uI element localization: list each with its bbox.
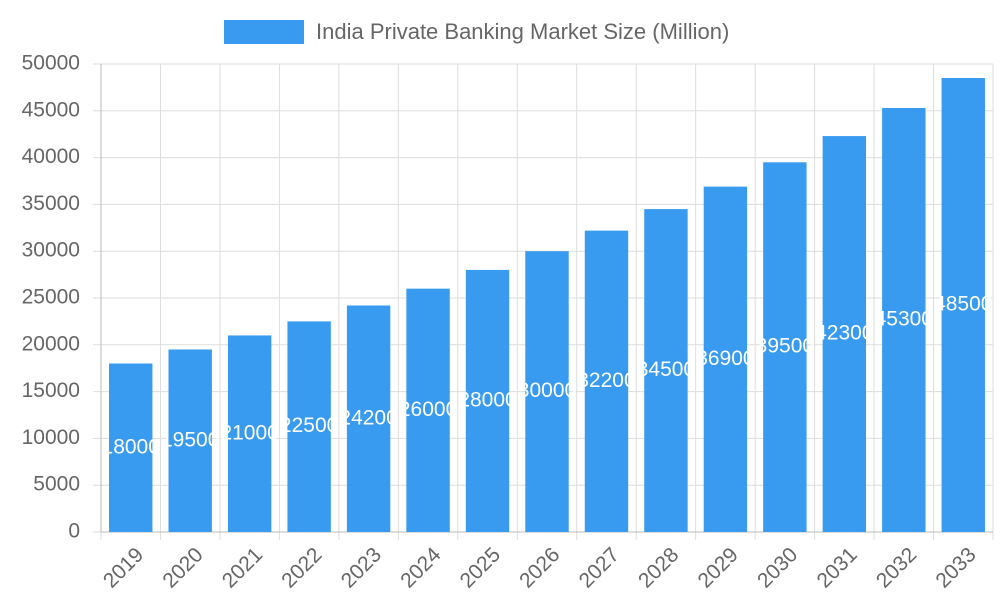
y-tick-label: 0 — [68, 520, 80, 543]
value-label: 39500 — [756, 335, 814, 358]
y-tick-label: 20000 — [22, 332, 80, 355]
y-tick-label: 10000 — [22, 426, 80, 449]
x-tick-label: 2026 — [515, 543, 564, 592]
x-tick-label: 2027 — [575, 543, 624, 592]
x-tick-label: 2020 — [158, 543, 207, 592]
y-tick-label: 40000 — [22, 145, 80, 168]
bar — [406, 288, 450, 532]
bar — [287, 321, 331, 532]
value-label: 42300 — [815, 322, 873, 345]
value-label: 45300 — [875, 308, 933, 331]
value-label: 26000 — [399, 398, 457, 421]
value-label: 21000 — [220, 421, 278, 444]
x-tick-label: 2019 — [99, 543, 148, 592]
value-label: 30000 — [518, 379, 576, 402]
bar — [525, 251, 569, 532]
bar — [109, 363, 153, 532]
y-tick-label: 5000 — [33, 473, 80, 496]
x-tick-label: 2032 — [872, 543, 921, 592]
value-label: 48500 — [934, 293, 992, 316]
value-label: 18000 — [102, 435, 160, 458]
y-tick-label: 35000 — [22, 192, 80, 215]
x-tick-label: 2023 — [337, 543, 386, 592]
bar — [584, 230, 629, 532]
bar — [941, 78, 985, 532]
value-label: 34500 — [637, 358, 695, 381]
value-label: 36900 — [696, 347, 754, 370]
value-label: 24200 — [339, 406, 397, 429]
value-label: 22500 — [280, 414, 338, 437]
bar — [168, 349, 212, 532]
bar — [346, 305, 391, 532]
x-tick-label: 2029 — [694, 543, 743, 592]
bar — [227, 335, 272, 532]
x-tick-label: 2031 — [812, 543, 861, 592]
y-tick-label: 30000 — [22, 239, 80, 262]
legend-label: India Private Banking Market Size (Milli… — [316, 19, 729, 44]
bar — [763, 162, 807, 532]
y-tick-label: 50000 — [22, 52, 80, 75]
bar — [703, 186, 748, 532]
value-label: 19500 — [161, 428, 219, 451]
y-tick-label: 45000 — [22, 98, 80, 121]
y-tick-label: 15000 — [22, 379, 80, 402]
bar — [465, 269, 510, 532]
value-label: 28000 — [458, 389, 516, 412]
x-tick-label: 2021 — [218, 543, 267, 592]
x-tick-label: 2028 — [634, 543, 683, 592]
x-tick-label: 2024 — [396, 543, 446, 593]
x-tick-label: 2022 — [277, 543, 326, 592]
y-tick-label: 25000 — [22, 286, 80, 309]
x-tick-label: 2033 — [931, 543, 980, 592]
bar — [882, 107, 926, 532]
x-tick-label: 2025 — [456, 543, 505, 592]
x-tick-label: 2030 — [753, 543, 802, 592]
bar — [822, 136, 867, 532]
legend-swatch — [224, 20, 304, 44]
value-label: 32200 — [577, 369, 635, 392]
bar — [644, 209, 688, 532]
